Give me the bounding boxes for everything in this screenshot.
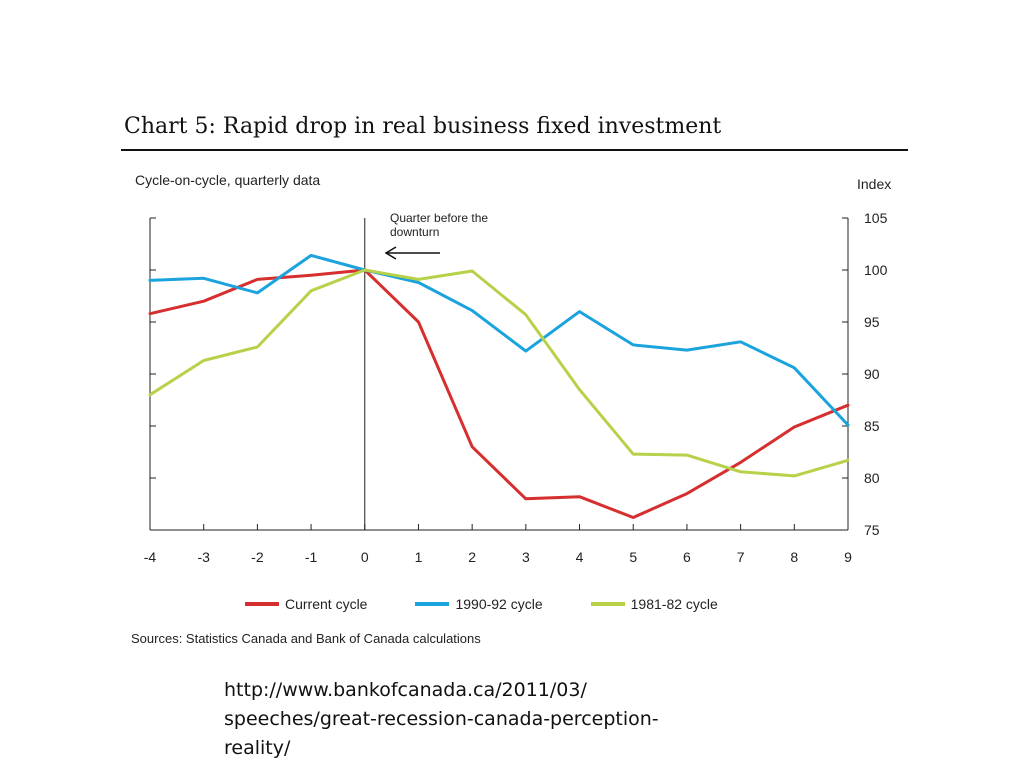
chart-subtitle: Cycle-on-cycle, quarterly data	[135, 172, 321, 188]
legend-label: Current cycle	[285, 596, 368, 612]
x-tick-label: 3	[522, 549, 530, 565]
series-lines	[148, 253, 850, 519]
series-line-2	[148, 253, 850, 427]
x-tick-label: 5	[629, 549, 637, 565]
y-tick-label: 75	[864, 522, 880, 538]
chart-legend: Current cycle 1990-92 cycle 1981-82 cycle	[245, 596, 766, 612]
y-tick-label: 95	[864, 314, 880, 330]
source-note: Sources: Statistics Canada and Bank of C…	[131, 631, 481, 646]
legend-label: 1990-92 cycle	[455, 596, 543, 612]
source-url: http://www.bankofcanada.ca/2011/03/ spee…	[224, 676, 744, 763]
x-tick-label: 6	[683, 549, 691, 565]
x-tick-label: 8	[790, 549, 798, 565]
arrow-head-icon	[384, 246, 397, 260]
x-tick-label: 0	[361, 549, 369, 565]
y-axis-unit-label: Index	[857, 176, 892, 192]
x-tick-label: 2	[468, 549, 476, 565]
series-line-3	[148, 268, 850, 478]
y-tick-label: 90	[864, 366, 880, 382]
annotation-line-2: downturn	[390, 225, 439, 239]
url-line-3: reality/	[224, 737, 291, 759]
chart-axes: 75 80 85 90 95 100 105 -4 -3 -2 -1 0 1 2 3 4 5 6 7 8 9	[144, 210, 888, 565]
y-tick-label: 80	[864, 470, 880, 486]
x-tick-label: -4	[144, 549, 157, 565]
chart-title: Chart 5: Rapid drop in real business fix…	[124, 114, 722, 139]
annotation-group: Quarter before the downturn	[384, 211, 488, 260]
legend-item-2: 1990-92 cycle	[415, 596, 543, 612]
title-rule	[121, 149, 908, 151]
legend-item-1: Current cycle	[245, 596, 367, 612]
y-tick-label: 105	[864, 210, 888, 226]
legend-label: 1981-82 cycle	[630, 596, 718, 612]
y-tick-label: 85	[864, 418, 880, 434]
y-tick-label: 100	[864, 262, 888, 278]
legend-swatch	[245, 602, 279, 606]
x-tick-label: 9	[844, 549, 852, 565]
legend-item-3: 1981-82 cycle	[590, 596, 718, 612]
x-tick-label: -1	[305, 549, 318, 565]
x-tick-label: 4	[576, 549, 584, 565]
url-line-1: http://www.bankofcanada.ca/2011/03/	[224, 679, 587, 701]
x-tick-label: 1	[415, 549, 423, 565]
annotation-line-1: Quarter before the	[390, 211, 488, 225]
legend-swatch	[415, 602, 450, 606]
series-line-1	[148, 268, 850, 519]
x-tick-label: 7	[737, 549, 745, 565]
x-tick-label: -3	[197, 549, 210, 565]
url-line-2: speeches/great-recession-canada-percepti…	[224, 708, 659, 730]
x-tick-label: -2	[251, 549, 264, 565]
legend-swatch	[590, 602, 625, 606]
